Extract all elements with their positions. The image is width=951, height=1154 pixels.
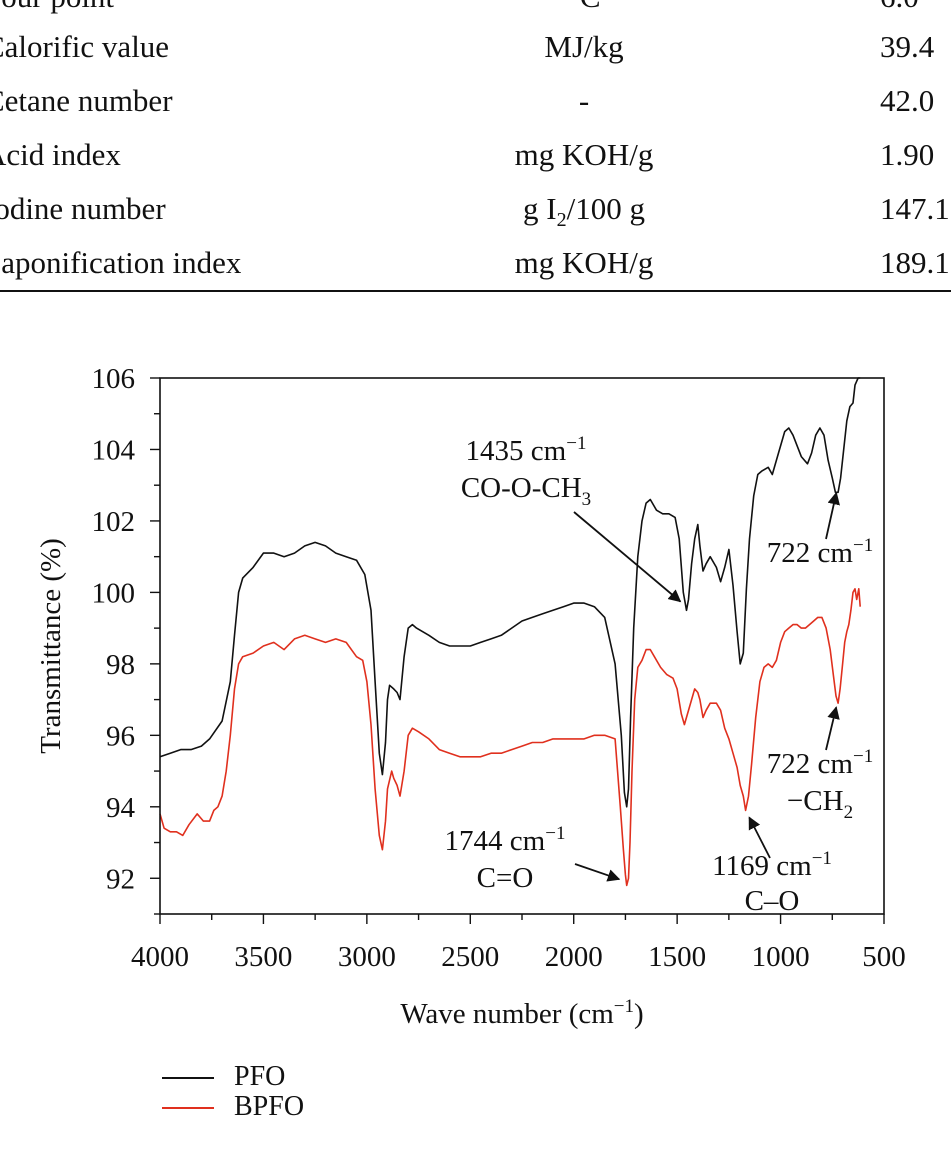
- legend-label: PFO: [234, 1061, 286, 1092]
- property-value: 189.1: [880, 245, 950, 280]
- table-bottom-rule: [0, 290, 951, 292]
- y-tick-label: 102: [92, 506, 136, 538]
- table-row: Pour point °C 6.0: [0, 0, 951, 24]
- annotation-label: 722 cm−1: [767, 746, 873, 780]
- annotation-a1435: 1435 cm−1 CO-O-CH3: [461, 433, 682, 603]
- x-tick-label: 3500: [234, 941, 292, 973]
- annotation-arrow: [748, 816, 771, 859]
- annotation-arrow: [825, 706, 840, 751]
- x-axis-ticks: 4000 3500 3000 2500 2000 1500 1000 500: [131, 914, 906, 973]
- annotation-sublabel: C=O: [477, 862, 534, 894]
- property-unit: -: [578, 83, 590, 118]
- legend-label: BPFO: [234, 1091, 305, 1122]
- table-row: Cetane number - 42.0: [0, 74, 951, 128]
- legend-swatch: [162, 1107, 214, 1109]
- annotation-arrow: [825, 491, 840, 540]
- annotation-a722top: 722 cm−1: [767, 491, 873, 569]
- annotation-a1169: 1169 cm−1C–O: [712, 816, 832, 917]
- annotation-arrow: [573, 511, 682, 603]
- annotations: 1435 cm−1 CO-O-CH3 722 cm−1 722 cm−1 −CH2 174…: [445, 433, 874, 917]
- property-unit: mg KOH/g: [514, 137, 654, 172]
- y-tick-label: 94: [106, 792, 136, 824]
- x-tick-label: 1000: [752, 941, 810, 973]
- annotation-label: 1435 cm−1: [466, 433, 587, 467]
- y-tick-label: 100: [92, 577, 136, 609]
- annotation-label: 1744 cm−1: [445, 823, 566, 857]
- property-name: Calorific value: [0, 29, 170, 64]
- table-row: Calorific value MJ/kg 39.4: [0, 20, 951, 74]
- plot-lines: [159, 377, 861, 887]
- y-tick-label: 104: [92, 434, 136, 466]
- x-axis-label: Wave number (cm−1): [400, 996, 643, 1030]
- property-unit: mg KOH/g: [514, 245, 654, 280]
- series-pfo-line: [159, 377, 861, 808]
- y-tick-label: 92: [106, 863, 135, 895]
- y-axis-ticks: 92 94 96 98 100 102 104 106: [92, 363, 160, 915]
- annotation-a722bot: 722 cm−1 −CH2: [767, 706, 873, 823]
- x-tick-label: 2000: [545, 941, 603, 973]
- property-unit: g I2/100 g: [523, 191, 645, 232]
- property-unit: °C: [567, 0, 600, 24]
- table-row: Saponification index mg KOH/g 189.1: [0, 236, 951, 290]
- property-unit: MJ/kg: [544, 29, 624, 64]
- property-value: 1.90: [880, 137, 935, 172]
- table-row: Iodine number g I2/100 g 147.1: [0, 182, 951, 236]
- property-name: Acid index: [0, 137, 121, 172]
- annotation-sublabel: C–O: [745, 885, 800, 917]
- property-name: Pour point: [0, 0, 114, 24]
- annotation-label: 722 cm−1: [767, 535, 873, 569]
- property-value: 147.1: [880, 191, 950, 226]
- property-value: 42.0: [880, 83, 935, 118]
- property-value: 39.4: [880, 29, 935, 64]
- series-bpfo-line: [159, 588, 861, 887]
- ftir-chart: 92 94 96 98 100 102 104 106 4000 3500 3000 2500 200…: [35, 363, 906, 1030]
- x-tick-label: 3000: [338, 941, 396, 973]
- y-tick-label: 106: [92, 363, 136, 395]
- y-tick-label: 96: [106, 720, 135, 752]
- y-tick-label: 98: [106, 649, 135, 681]
- annotation-label: 1169 cm−1: [712, 848, 832, 882]
- x-tick-label: 500: [862, 941, 906, 973]
- table-row: Acid index mg KOH/g 1.90: [0, 128, 951, 182]
- property-value: 6.0: [880, 0, 919, 24]
- x-tick-label: 4000: [131, 941, 189, 973]
- property-name: Iodine number: [0, 191, 166, 226]
- unit-subscript: 2: [556, 209, 567, 232]
- annotation-a1744: 1744 cm−1 C=O: [445, 823, 621, 894]
- x-tick-label: 2500: [441, 941, 499, 973]
- annotation-arrow: [574, 863, 621, 882]
- y-axis-label: Transmittance (%): [35, 538, 67, 754]
- property-name: Cetane number: [0, 83, 173, 118]
- annotation-sublabel: −CH2: [787, 785, 853, 823]
- properties-table: Pour point °C 6.0 Calorific value MJ/kg …: [0, 0, 951, 292]
- property-name: Saponification index: [0, 245, 242, 280]
- x-tick-label: 1500: [648, 941, 706, 973]
- annotation-sublabel: CO-O-CH3: [461, 472, 591, 510]
- legend-swatch: [162, 1077, 214, 1079]
